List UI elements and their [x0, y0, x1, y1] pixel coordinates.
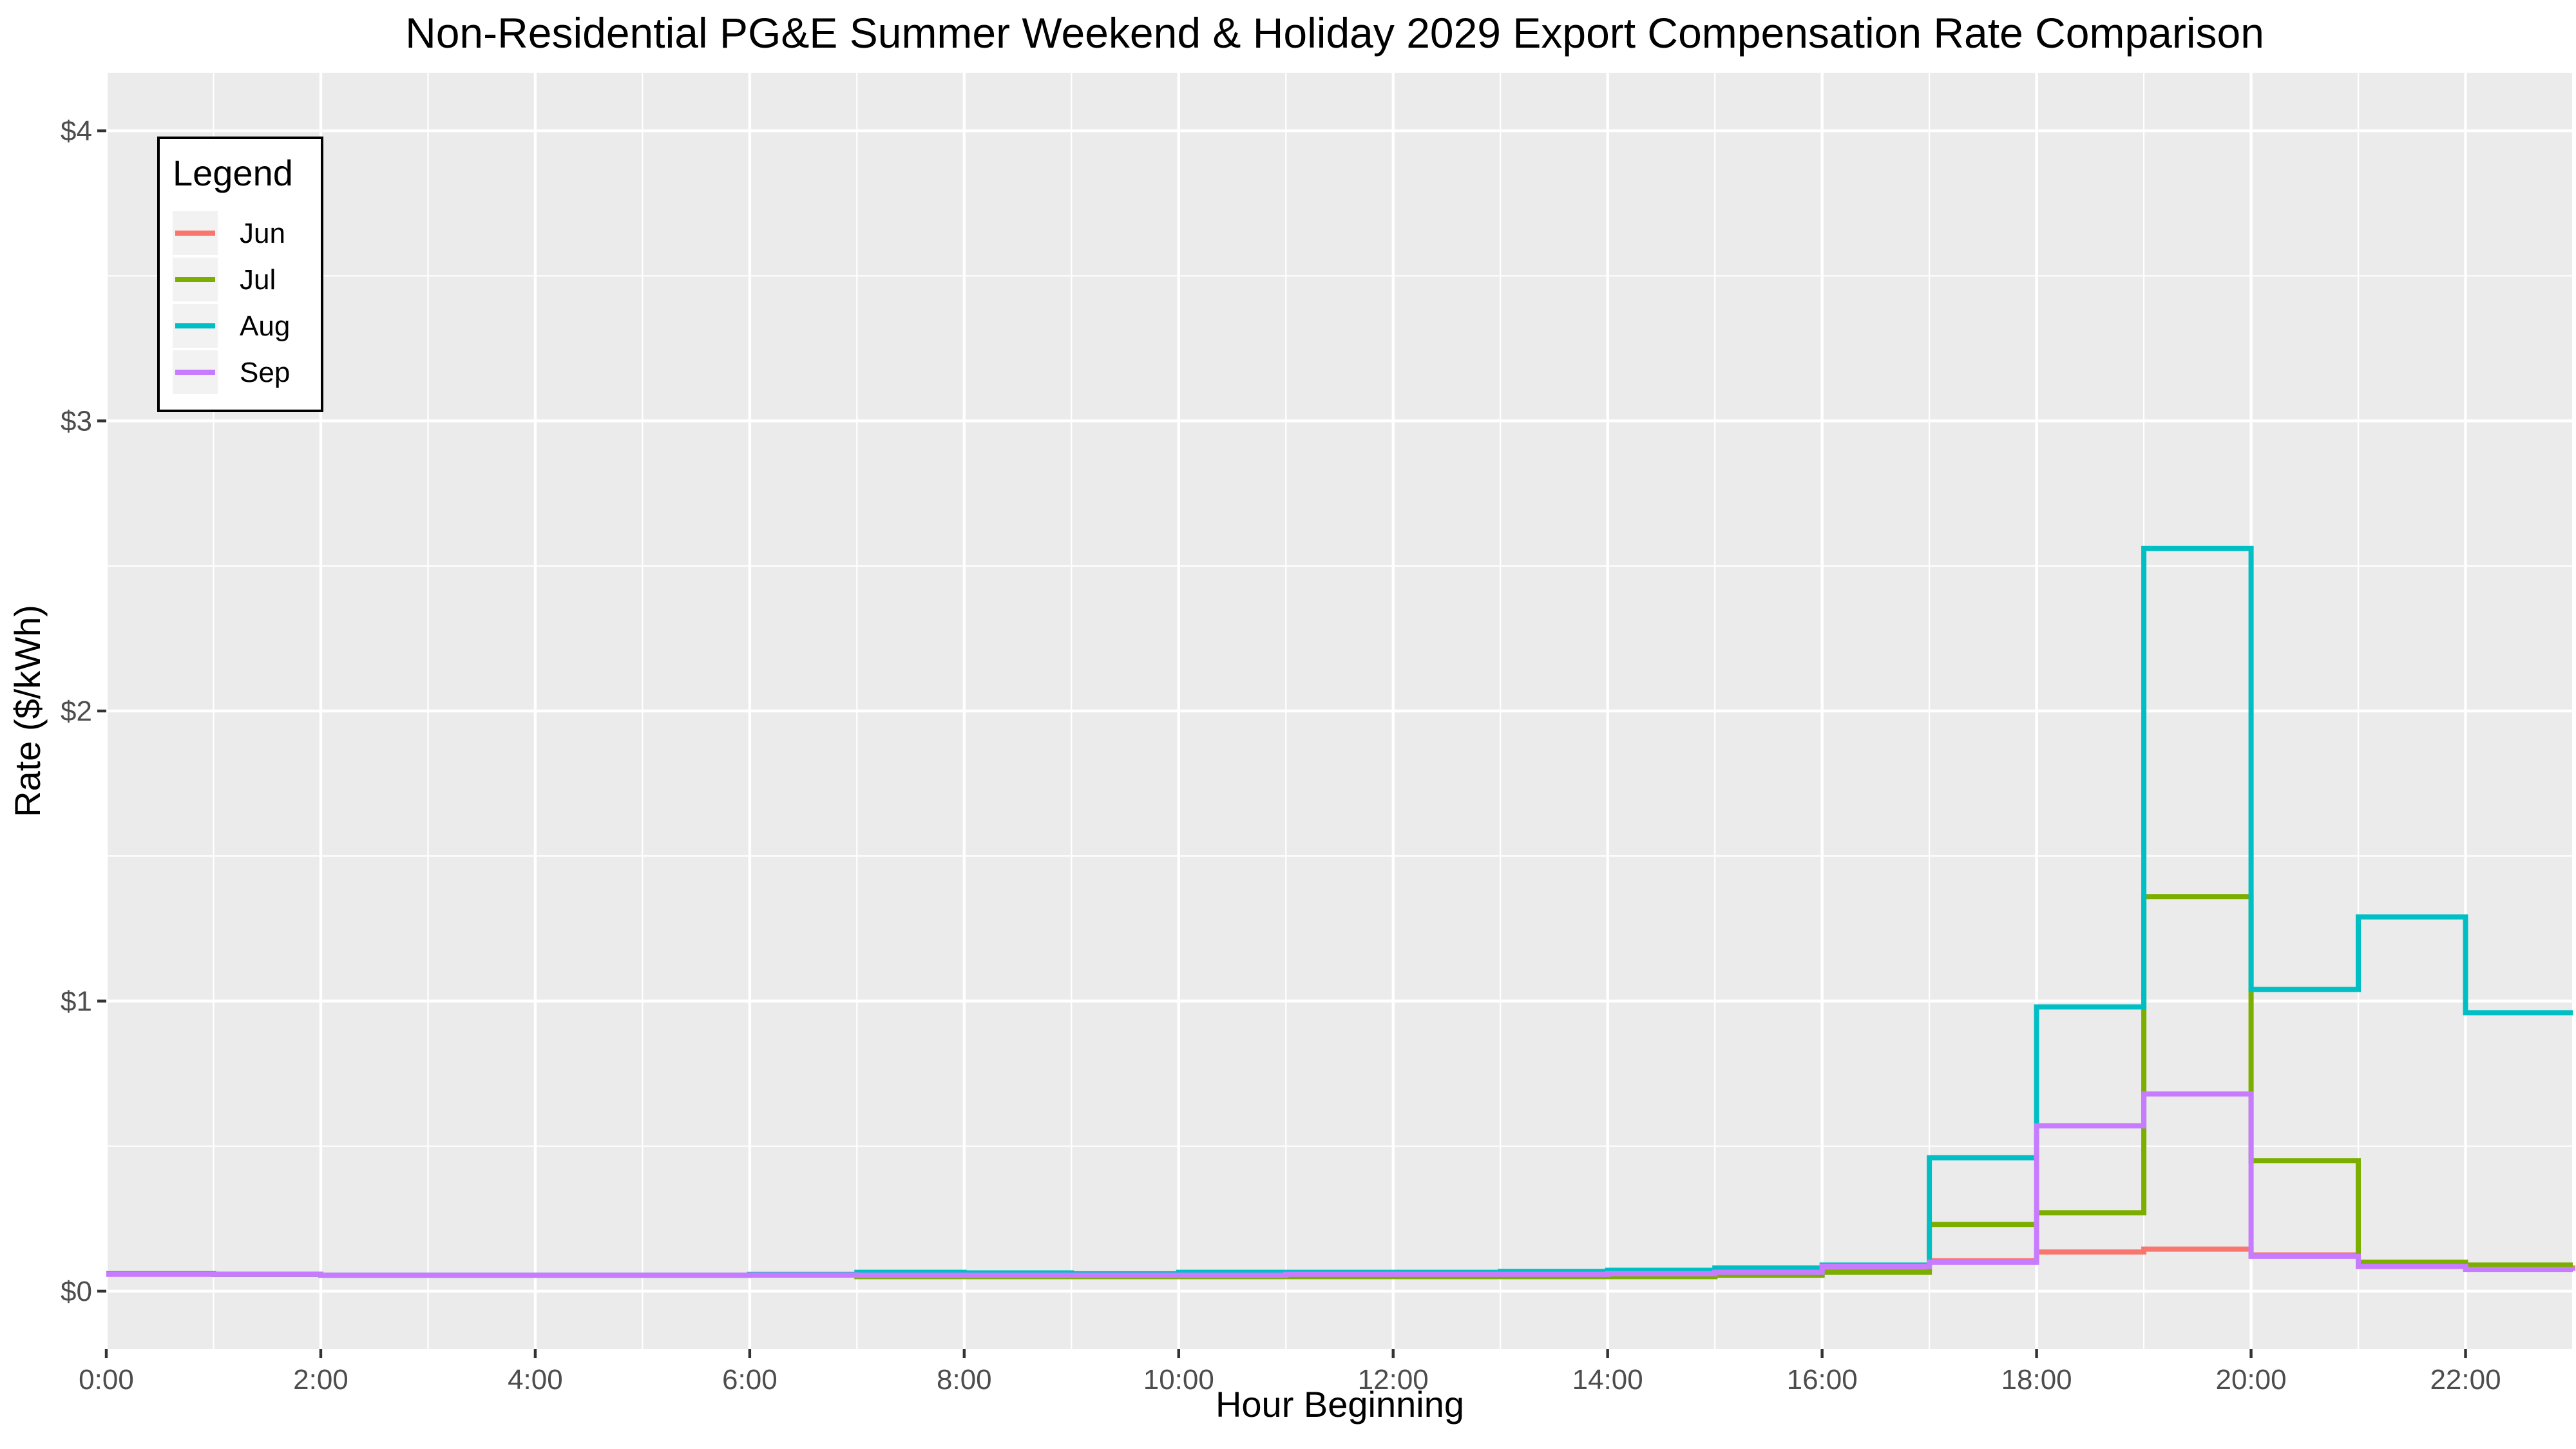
legend-label-jul: Jul [240, 264, 276, 296]
x-tick-label: 16:00 [1787, 1364, 1858, 1396]
series-lines [106, 545, 2575, 1280]
x-tick-label: 8:00 [937, 1364, 992, 1396]
x-tick-label: 18:00 [2001, 1364, 2072, 1396]
x-tick-label: 20:00 [2216, 1364, 2287, 1396]
y-axis: $0 $1 $2 $3 $4 [61, 115, 106, 1307]
x-tick-label: 10:00 [1143, 1364, 1214, 1396]
y-tick-label: $4 [61, 115, 92, 147]
x-tick-label: 4:00 [508, 1364, 563, 1396]
x-tick-label: 12:00 [1358, 1364, 1429, 1396]
x-axis-title: Hour Beginning [1216, 1384, 1464, 1425]
chart-title: Non-Residential PG&E Summer Weekend & Ho… [405, 9, 2264, 57]
legend-label-sep: Sep [240, 357, 290, 388]
y-tick-label: $2 [61, 696, 92, 727]
legend-label-aug: Aug [240, 310, 290, 342]
legend-label-jun: Jun [240, 218, 285, 249]
x-tick-label: 0:00 [79, 1364, 134, 1396]
series-line-sep [106, 1091, 2575, 1278]
x-tick-label: 22:00 [2430, 1364, 2501, 1396]
x-tick-label: 14:00 [1572, 1364, 1643, 1396]
x-tick-label: 2:00 [293, 1364, 348, 1396]
x-tick-label: 6:00 [722, 1364, 778, 1396]
legend: Legend Jun Jul Aug Sep [157, 137, 323, 412]
x-axis: 0:00 2:00 4:00 6:00 8:00 10:00 12:00 14:00 16:00… [79, 1349, 2501, 1396]
y-axis-title: Rate ($/kWh) [7, 605, 48, 817]
y-tick-label: $1 [61, 985, 92, 1017]
legend-title: Legend [173, 153, 293, 193]
y-tick-label: $3 [61, 406, 92, 437]
y-tick-label: $0 [61, 1276, 92, 1307]
